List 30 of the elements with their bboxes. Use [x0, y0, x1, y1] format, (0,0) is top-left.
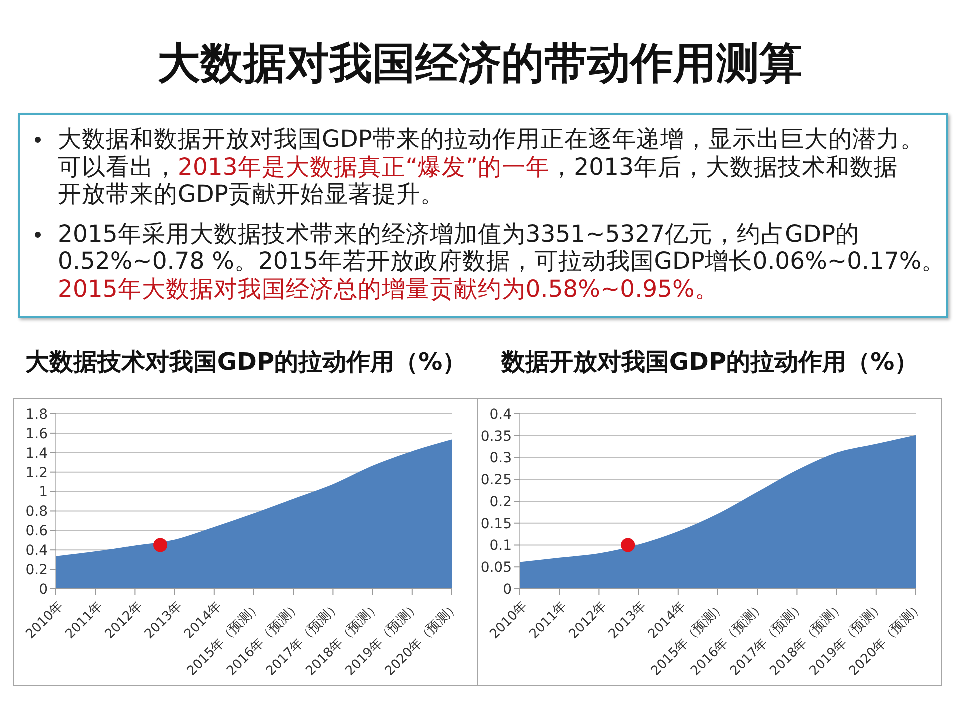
- y-tick-label: 1.4: [26, 446, 48, 462]
- y-tick-label: 0.8: [26, 504, 48, 520]
- y-tick-label: 1.8: [26, 406, 48, 423]
- text: 大数据和数据开放对我国GDP带来的拉动作用正在逐年递增，显示出巨大的潜力。: [58, 125, 924, 153]
- y-tick-label: 0.1: [490, 538, 512, 554]
- text: 2013年是大数据真正“爆发”的一年: [178, 152, 550, 180]
- text: ，2013年后，大数据技术和数据: [550, 152, 898, 180]
- y-tick-label: 1: [39, 484, 48, 501]
- y-tick-label: 0.35: [480, 428, 512, 445]
- text: 0.52%~0.78 %。2015年若开放政府数据，可拉动我国GDP增长0.06%~0.17%。: [58, 247, 946, 275]
- y-tick-label: 0.6: [26, 524, 48, 540]
- y-tick-label: 0: [39, 582, 48, 598]
- text: 大数据对我国经济的带动作用测算: [156, 38, 804, 90]
- y-tick-label: 0.25: [480, 472, 512, 489]
- y-tick-label: 0: [503, 582, 512, 598]
- y-tick-label: 0.2: [490, 494, 512, 510]
- y-tick-label: 0.3: [490, 450, 512, 467]
- y-tick-label: 0.4: [490, 406, 512, 423]
- chart-title: 大数据技术对我国GDP的拉动作用（%）: [24, 347, 468, 377]
- y-tick-label: 0.4: [26, 543, 48, 560]
- text: 可以看出，: [58, 152, 178, 180]
- text: 开放带来的GDP贡献开始显著提升。: [58, 180, 444, 208]
- text: 2015年大数据对我国经济总的增量贡献约为0.58%~0.95%。: [58, 274, 719, 302]
- text: 2015年采用大数据技术带来的经济增加值为3351~5327亿元，约占GDP的: [58, 220, 860, 248]
- chart-title: 数据开放对我国GDP的拉动作用（%）: [501, 348, 919, 376]
- y-tick-label: 1.2: [26, 465, 48, 482]
- y-tick-label: 0.2: [26, 562, 48, 579]
- y-tick-label: 0.05: [480, 560, 512, 576]
- y-tick-label: 1.6: [26, 426, 48, 442]
- y-tick-label: 0.15: [480, 516, 512, 532]
